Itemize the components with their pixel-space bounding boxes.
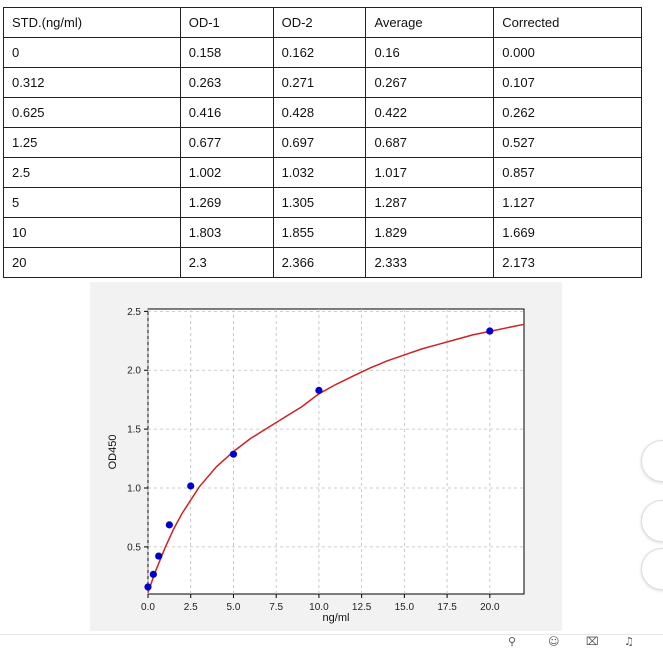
x-tick-label: 2.5 <box>184 602 198 613</box>
table-cell: 0.416 <box>179 97 274 128</box>
table-header-row: STD.(ng/ml) OD-1 OD-2 Average Corrected <box>3 7 642 38</box>
table-cell: 20 <box>3 247 181 278</box>
audio-icon[interactable]: ♫ <box>624 635 634 648</box>
data-point <box>229 450 238 458</box>
header-average: Average <box>365 7 495 38</box>
chat-icon[interactable]: ☺ <box>548 635 560 648</box>
table-cell: 0.677 <box>179 127 274 158</box>
axis-ticks: 0.0 2.5 5.0 7.5 10.0 12.5 15.0 17.5 20.0 0.5 1.0 1.… <box>127 307 500 613</box>
x-tick-label: 12.5 <box>352 602 372 613</box>
table-cell: 0.107 <box>493 67 642 98</box>
table-cell: 0.271 <box>272 67 367 98</box>
table-cell: 0.263 <box>179 67 274 98</box>
x-tick-label: 17.5 <box>437 602 457 613</box>
fit-curve <box>147 323 525 593</box>
table-cell: 1.829 <box>365 217 495 248</box>
table-cell: 0.625 <box>3 97 181 128</box>
chart-svg: 0.0 2.5 5.0 7.5 10.0 12.5 15.0 17.5 20.0 0.5 1.0 1.… <box>107 307 525 624</box>
table-cell: 0.857 <box>493 157 642 188</box>
bottom-toolbar: ⚲ ☺ ⌧ ♫ <box>0 634 663 649</box>
table-cell: 0.16 <box>365 37 495 68</box>
table-cell: 0.697 <box>272 127 367 158</box>
side-button-1[interactable] <box>641 440 663 482</box>
table-cell: 0 <box>3 37 181 68</box>
table-cell: 0.267 <box>365 67 495 98</box>
data-points <box>144 327 494 591</box>
table-cell: 0.422 <box>365 97 495 128</box>
y-axis-label: OD450 <box>107 435 119 470</box>
table-cell: 0.687 <box>365 127 495 158</box>
data-point <box>155 552 163 560</box>
table-cell: 1.269 <box>179 187 274 218</box>
x-tick-label: 15.0 <box>395 602 415 613</box>
table-cell: 0.262 <box>493 97 642 128</box>
table-cell: 0.158 <box>179 37 274 68</box>
table-row: 5 1.269 1.305 1.287 1.127 <box>3 187 642 218</box>
table-cell: 0.000 <box>493 37 642 68</box>
header-od2: OD-2 <box>272 7 367 38</box>
data-point <box>315 386 323 394</box>
table-cell: 0.428 <box>272 97 367 128</box>
table-cell: 5 <box>3 187 181 218</box>
header-corrected: Corrected <box>493 7 642 38</box>
x-tick-label: 5.0 <box>227 602 241 613</box>
table-row: 1.25 0.677 0.697 0.687 0.527 <box>3 127 642 158</box>
table-row: 0 0.158 0.162 0.16 0.000 <box>3 37 642 68</box>
table-cell: 1.032 <box>272 157 367 188</box>
table-cell: 1.803 <box>179 217 274 248</box>
table-row: 20 2.3 2.366 2.333 2.173 <box>3 247 642 278</box>
table-row: 0.625 0.416 0.428 0.422 0.262 <box>3 97 642 128</box>
y-tick-label: 1.0 <box>127 484 141 495</box>
data-point <box>486 327 494 335</box>
table-cell: 1.25 <box>3 127 181 158</box>
table-cell: 1.287 <box>365 187 495 218</box>
data-point <box>149 570 157 578</box>
x-tick-label: 0.0 <box>141 602 155 613</box>
table-row: 10 1.803 1.855 1.829 1.669 <box>3 217 642 248</box>
grid-lines <box>147 309 524 594</box>
trash-icon[interactable]: ⌧ <box>586 635 599 648</box>
table-cell: 2.333 <box>365 247 495 278</box>
x-tick-label: 10.0 <box>309 602 329 613</box>
y-tick-label: 2.0 <box>127 366 141 377</box>
link-icon[interactable]: ⚲ <box>508 635 517 648</box>
table-cell: 1.017 <box>365 157 495 188</box>
y-tick-label: 1.5 <box>127 425 141 436</box>
header-od1: OD-1 <box>179 7 274 38</box>
side-button-2[interactable] <box>641 500 663 542</box>
table-cell: 1.669 <box>493 217 642 248</box>
table-row: 0.312 0.263 0.271 0.267 0.107 <box>3 67 642 98</box>
table-cell: 0.527 <box>493 127 642 158</box>
table-cell: 2.3 <box>179 247 274 278</box>
table-cell: 0.312 <box>3 67 181 98</box>
table-cell: 10 <box>3 217 181 248</box>
table-cell: 2.5 <box>3 157 181 188</box>
standard-curve-chart: 0.0 2.5 5.0 7.5 10.0 12.5 15.0 17.5 20.0 0.5 1.0 1.… <box>90 282 562 631</box>
table-cell: 2.173 <box>493 247 642 278</box>
header-std: STD.(ng/ml) <box>3 7 181 38</box>
table-row: 2.5 1.002 1.032 1.017 0.857 <box>3 157 642 188</box>
table-cell: 1.855 <box>272 217 367 248</box>
table-cell: 0.162 <box>272 37 367 68</box>
data-point <box>144 583 152 591</box>
table-cell: 1.002 <box>179 157 274 188</box>
table-cell: 1.305 <box>272 187 367 218</box>
y-tick-label: 0.5 <box>127 542 141 553</box>
plot-area <box>147 308 525 595</box>
y-tick-label: 2.5 <box>127 307 141 318</box>
data-point <box>187 482 195 490</box>
side-button-3[interactable] <box>641 548 663 590</box>
data-point <box>165 521 173 529</box>
x-axis-label: ng/ml <box>323 612 350 624</box>
table-cell: 2.366 <box>272 247 367 278</box>
table-cell: 1.127 <box>493 187 642 218</box>
x-tick-label: 7.5 <box>269 602 283 613</box>
standards-table: STD.(ng/ml) OD-1 OD-2 Average Corrected … <box>3 7 642 278</box>
x-tick-label: 20.0 <box>480 602 500 613</box>
